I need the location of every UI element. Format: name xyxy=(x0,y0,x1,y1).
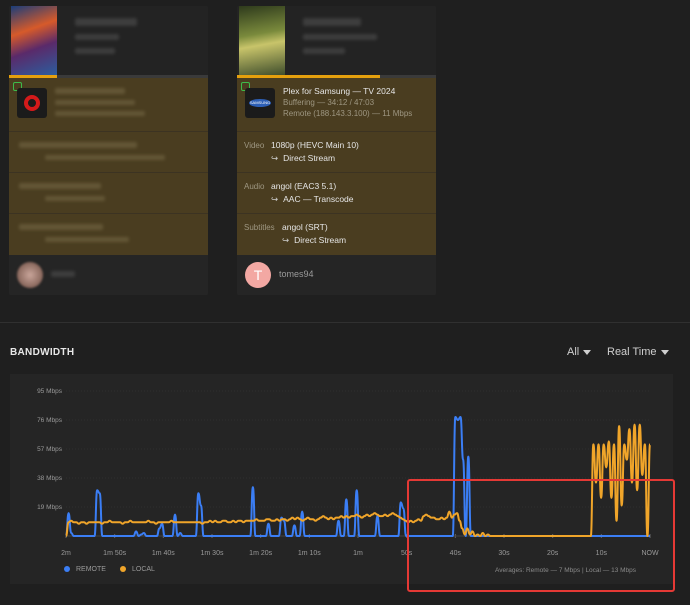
section-divider xyxy=(0,322,690,323)
player-row xyxy=(9,78,208,132)
blurred-subtitle xyxy=(303,34,377,40)
player-row: SAMSUNG Plex for Samsung — TV 2024 Buffe… xyxy=(237,78,436,132)
x-tick-label: 20s xyxy=(547,550,559,557)
progress-bar xyxy=(9,75,208,78)
blurred-meta xyxy=(303,48,345,54)
username[interactable]: tomes94 xyxy=(279,269,314,279)
arrow-icon: ↪ xyxy=(271,153,279,163)
caret-down-icon xyxy=(583,349,592,355)
stream-details: SAMSUNG Plex for Samsung — TV 2024 Buffe… xyxy=(237,78,436,255)
progress-bar xyxy=(237,75,436,78)
x-tick-label: 50s xyxy=(401,550,413,557)
stream-details xyxy=(9,78,208,255)
x-tick-label: 1m 20s xyxy=(249,550,272,557)
x-tick-label: 1m xyxy=(353,550,363,557)
y-tick-label: 57 Mbps xyxy=(37,446,63,453)
filter-dropdown[interactable]: All xyxy=(567,346,592,358)
y-tick-label: 19 Mbps xyxy=(37,504,63,511)
y-tick-label: 76 Mbps xyxy=(37,417,63,424)
opera-logo-icon xyxy=(17,88,47,118)
x-tick-label: NOW xyxy=(641,550,659,557)
bandwidth-title: BANDWIDTH xyxy=(10,347,75,358)
x-tick-label: 1m 40s xyxy=(152,550,175,557)
x-tick-label: 10s xyxy=(596,550,608,557)
arrow-icon: ↪ xyxy=(271,194,279,204)
caret-down-icon xyxy=(660,349,669,355)
poster-image[interactable] xyxy=(239,6,285,76)
blurred-title xyxy=(75,18,137,26)
session-card[interactable]: SAMSUNG Plex for Samsung — TV 2024 Buffe… xyxy=(237,6,436,295)
averages-text: Averages: Remote — 7 Mbps | Local — 13 M… xyxy=(495,567,637,574)
avatar xyxy=(17,262,43,288)
legend-remote[interactable]: REMOTE xyxy=(64,566,106,573)
x-tick-label: 1m 10s xyxy=(298,550,321,557)
legend-local[interactable]: LOCAL xyxy=(120,566,155,573)
avatar: T xyxy=(245,262,271,288)
session-card[interactable] xyxy=(9,6,208,295)
x-tick-label: 40s xyxy=(450,550,462,557)
video-row: Video 1080p (HEVC Main 10) ↪ Direct Strea… xyxy=(237,132,436,173)
user-row[interactable]: T tomes94 xyxy=(237,255,436,295)
subtitles-row: Subtitles angol (SRT) ↪ Direct Stream xyxy=(244,222,347,245)
arrow-icon: ↪ xyxy=(282,235,290,245)
blurred-title xyxy=(303,18,361,26)
card-header xyxy=(237,6,436,78)
highlight-box xyxy=(407,479,675,592)
blurred-meta xyxy=(75,48,115,54)
user-row[interactable] xyxy=(9,255,208,295)
range-dropdown[interactable]: Real Time xyxy=(607,346,669,358)
card-header xyxy=(9,6,208,78)
player-name: Plex for Samsung — TV 2024 xyxy=(283,86,396,96)
y-tick-label: 95 Mbps xyxy=(37,388,63,395)
player-location: Remote (188.143.3.100) — 11 Mbps xyxy=(283,109,413,118)
local-dot-icon xyxy=(120,566,126,573)
series-line-local xyxy=(65,423,651,537)
x-tick-label: 1m 50s xyxy=(103,550,126,557)
blurred-subtitle xyxy=(75,34,119,40)
audio-row: Audio angol (EAC3 5.1) ↪ AAC — Transcode xyxy=(237,173,436,214)
poster-image[interactable] xyxy=(11,6,57,76)
samsung-logo-icon: SAMSUNG xyxy=(245,88,275,118)
player-state: Buffering — 34:12 / 47:03 xyxy=(283,98,375,107)
remote-dot-icon xyxy=(64,566,70,573)
y-tick-label: 38 Mbps xyxy=(37,475,63,482)
x-tick-label: 30s xyxy=(498,550,510,557)
x-tick-label: 1m 30s xyxy=(201,550,224,557)
x-tick-label: 2m xyxy=(61,550,71,557)
